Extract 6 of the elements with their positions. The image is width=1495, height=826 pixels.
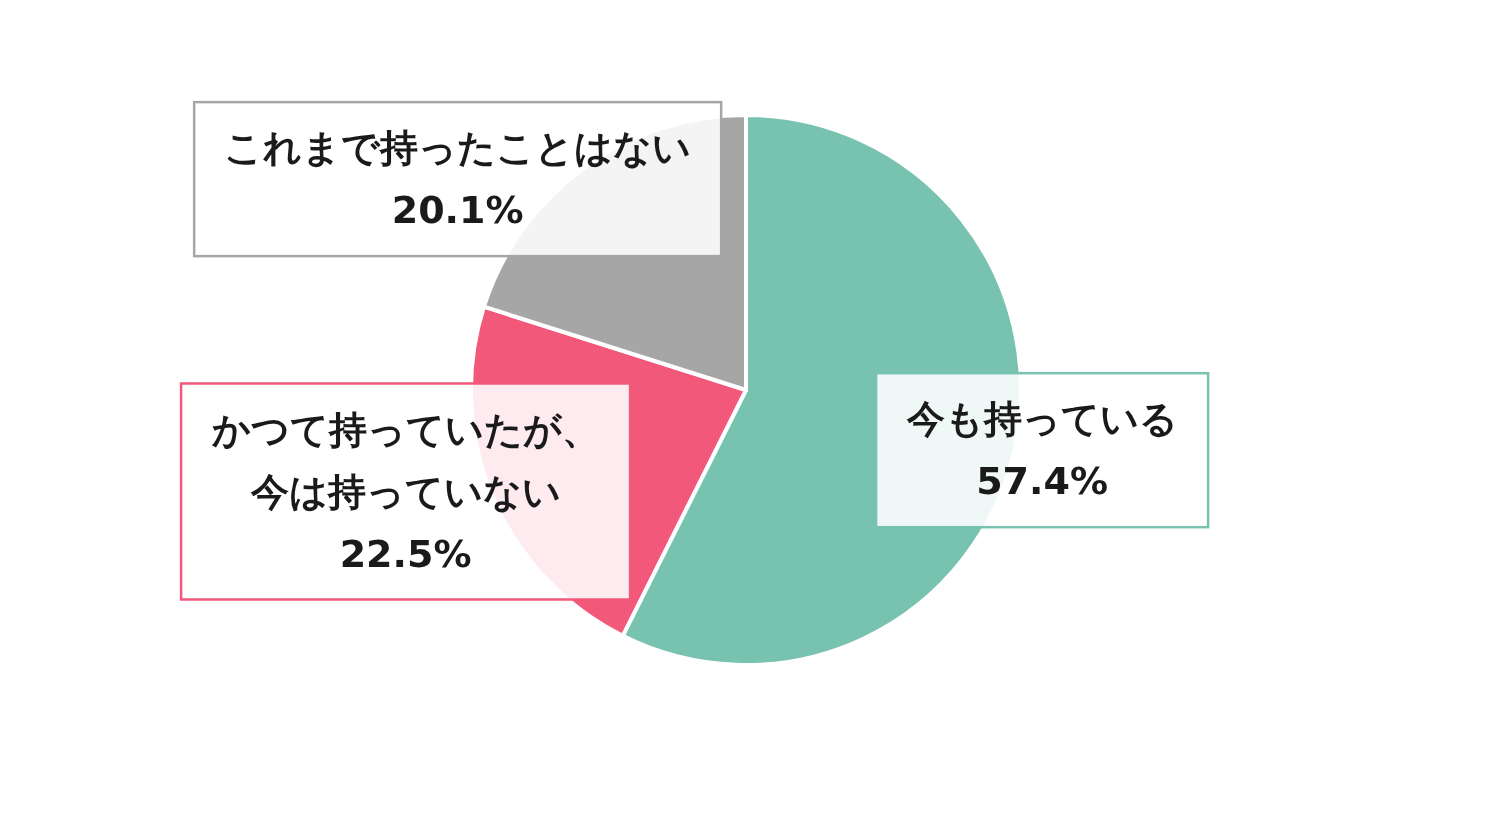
slice-label: これまで持ったことはない <box>224 126 692 171</box>
data-label: 22.5% <box>339 531 472 576</box>
slice-label: 今も持っている <box>905 397 1178 442</box>
data-label: 20.1% <box>391 188 524 233</box>
data-label: 57.4% <box>976 459 1109 504</box>
slice-label: かつて持っていたが、今は持っていない <box>210 407 600 514</box>
